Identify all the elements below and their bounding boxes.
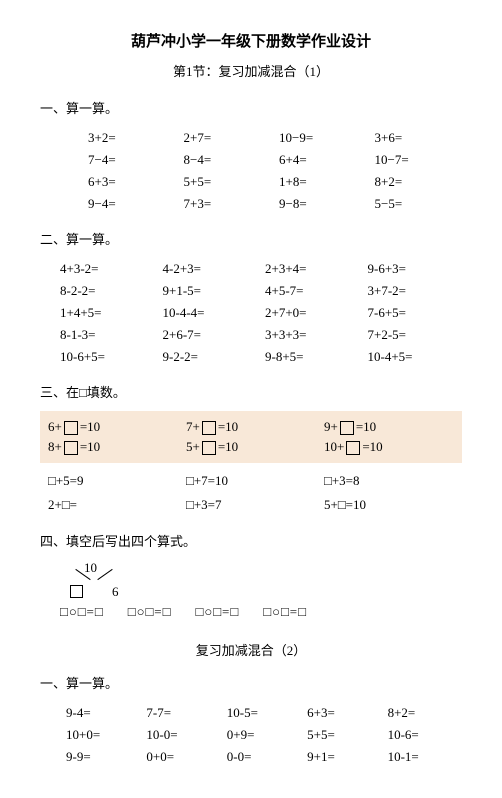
band-cell: 5+=10 (182, 439, 320, 455)
math-cell: 0-0= (221, 746, 301, 768)
section-4-head: 四、填空后写出四个算式。 (40, 531, 462, 550)
band-cell: 6+=10 (44, 419, 182, 435)
math-cell: 10−9= (271, 127, 367, 149)
section-5-grid: 9-4=7-7=10-5=6+3=8+2= 10+0=10-0=0+9=5+5=1… (40, 702, 462, 768)
math-cell: 3+3+3= (257, 324, 360, 346)
math-cell: 10+0= (60, 724, 140, 746)
math-cell: 7-7= (140, 702, 220, 724)
math-cell: 10-4+5= (360, 346, 463, 368)
math-cell: 5−5= (367, 193, 463, 215)
tree-six: 6 (112, 584, 119, 600)
section-1-head: 一、算一算。 (40, 98, 462, 117)
math-cell: 5+5= (301, 724, 381, 746)
math-cell: 10-0= (140, 724, 220, 746)
math-cell: 9-6+3= (360, 258, 463, 280)
math-cell: 9-9= (60, 746, 140, 768)
section-3-head: 三、在□填数。 (40, 382, 462, 401)
math-cell: 10-1= (382, 746, 462, 768)
section-5-head: 一、算一算。 (40, 673, 462, 692)
tree-ten: 10 (84, 560, 97, 576)
math-cell: 9−4= (80, 193, 176, 215)
math-cell: 0+0= (140, 746, 220, 768)
math-cell: 7−4= (80, 149, 176, 171)
math-cell: 9-4= (60, 702, 140, 724)
math-cell: 0+9= (221, 724, 301, 746)
section-2-head: 二、算一算。 (40, 229, 462, 248)
math-cell: 1+8= (271, 171, 367, 193)
math-cell: 2+3+4= (257, 258, 360, 280)
math-cell: 5+5= (176, 171, 272, 193)
equation-template: □○□=□ (196, 604, 240, 620)
math-cell: 10-4-4= (155, 302, 258, 324)
math-cell: 7+3= (176, 193, 272, 215)
math-cell: 10-6= (382, 724, 462, 746)
math-cell: 2+7= (176, 127, 272, 149)
section-3-rows: □+5=9□+7=10□+3=8 2+□=□+3=75+□=10 (40, 469, 462, 517)
math-cell: 4-2+3= (155, 258, 258, 280)
band-cell: 10+=10 (320, 439, 458, 455)
math-cell: 3+7-2= (360, 280, 463, 302)
fill-cell: □+3=7 (186, 497, 324, 513)
band-cell: 8+=10 (44, 439, 182, 455)
math-cell: 8+2= (367, 171, 463, 193)
math-cell: 9-8+5= (257, 346, 360, 368)
math-cell: 2+6-7= (155, 324, 258, 346)
fill-cell: □+5=9 (48, 473, 186, 489)
band-cell: 9+=10 (320, 419, 458, 435)
equation-row: □○□=□ □○□=□ □○□=□ □○□=□ (60, 604, 462, 620)
math-cell: 3+6= (367, 127, 463, 149)
number-tree: 10 6 (70, 560, 462, 600)
tree-line-right (97, 569, 112, 580)
equation-template: □○□=□ (263, 604, 307, 620)
math-cell: 10-5= (221, 702, 301, 724)
section-1-grid: 3+2=2+7=10−9=3+6= 7−4=8−4=6+4=10−7= 6+3=5+… (40, 127, 462, 215)
fill-cell: 5+□=10 (324, 497, 462, 513)
math-cell: 9-2-2= (155, 346, 258, 368)
section-3-band: 6+=107+=109+=10 8+=105+=1010+=10 (40, 411, 462, 463)
equation-template: □○□=□ (128, 604, 172, 620)
math-cell: 9−8= (271, 193, 367, 215)
fill-cell: 2+□= (48, 497, 186, 513)
subtitle-2: 复习加减混合（2） (40, 640, 462, 659)
math-cell: 6+3= (301, 702, 381, 724)
math-cell: 7-6+5= (360, 302, 463, 324)
math-cell: 1+4+5= (52, 302, 155, 324)
math-cell: 8-1-3= (52, 324, 155, 346)
math-cell: 10−7= (367, 149, 463, 171)
math-cell: 8+2= (382, 702, 462, 724)
math-cell: 8-2-2= (52, 280, 155, 302)
math-cell: 4+5-7= (257, 280, 360, 302)
math-cell: 6+4= (271, 149, 367, 171)
band-cell: 7+=10 (182, 419, 320, 435)
fill-cell: □+7=10 (186, 473, 324, 489)
math-cell: 8−4= (176, 149, 272, 171)
section-2-grid: 4+3-2=4-2+3=2+3+4=9-6+3= 8-2-2=9+1-5=4+5-… (40, 258, 462, 368)
equation-template: □○□=□ (60, 604, 104, 620)
page-subtitle: 第1节：复习加减混合（1） (40, 61, 462, 80)
tree-box-left (70, 582, 83, 598)
math-cell: 3+2= (80, 127, 176, 149)
fill-cell: □+3=8 (324, 473, 462, 489)
math-cell: 10-6+5= (52, 346, 155, 368)
math-cell: 9+1-5= (155, 280, 258, 302)
page-title: 葫芦冲小学一年级下册数学作业设计 (40, 30, 462, 51)
math-cell: 9+1= (301, 746, 381, 768)
math-cell: 2+7+0= (257, 302, 360, 324)
math-cell: 7+2-5= (360, 324, 463, 346)
math-cell: 6+3= (80, 171, 176, 193)
math-cell: 4+3-2= (52, 258, 155, 280)
